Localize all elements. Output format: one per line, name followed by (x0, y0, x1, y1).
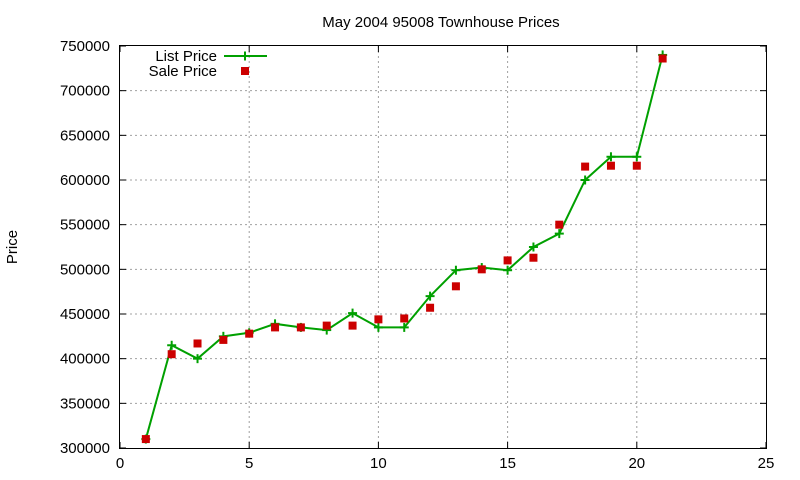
list-price-point (167, 340, 177, 350)
x-axis-ticks: 0 5 10 15 20 25 (116, 46, 775, 472)
sale-price-point (219, 335, 228, 344)
sale-price-point (245, 329, 254, 338)
list-price-point (632, 152, 642, 162)
plot-frame (119, 45, 767, 449)
list-price-point (399, 322, 409, 332)
sale-price-point (374, 315, 383, 324)
sale-price-point (167, 350, 176, 359)
sale-price-point (606, 161, 615, 170)
y-tick-label: 650000 (60, 127, 110, 144)
sale-price-point (348, 321, 357, 330)
legend-label-sale-price: Sale Price (149, 63, 217, 80)
x-tick-label: 25 (758, 455, 775, 472)
sale-price-point (296, 323, 305, 332)
sale-price-point (451, 282, 460, 291)
list-price-point (373, 322, 383, 332)
y-tick-label: 700000 (60, 83, 110, 100)
y-tick-label: 500000 (60, 261, 110, 278)
sale-price-point (581, 162, 590, 171)
legend-label-list-price: List Price (155, 48, 217, 65)
sale-price-point (477, 265, 486, 274)
sale-price-point (529, 253, 538, 262)
x-tick-label: 5 (245, 455, 253, 472)
sale-price-point (632, 161, 641, 170)
x-tick-label: 20 (628, 455, 645, 472)
chart-title: May 2004 95008 Townhouse Prices (322, 14, 559, 31)
legend-swatch-sale-price (241, 67, 249, 75)
y-tick-label: 550000 (60, 217, 110, 234)
list-price-point (425, 291, 435, 301)
list-price-line (144, 54, 664, 440)
y-tick-label: 300000 (60, 440, 110, 457)
y-tick-label: 350000 (60, 395, 110, 412)
list-price-point (606, 152, 616, 162)
sale-price-point (426, 303, 435, 312)
list-price-point (503, 265, 513, 275)
list-price-point (451, 265, 461, 275)
x-tick-label: 0 (116, 455, 124, 472)
grid (120, 46, 766, 448)
list-price-point (580, 175, 590, 185)
list-price-point (348, 308, 358, 318)
y-tick-label: 400000 (60, 351, 110, 368)
y-axis-ticks: 300000 350000 400000 450000 500000 550000 6000… (60, 38, 766, 457)
sale-price-point (322, 321, 331, 330)
sale-price-point (555, 220, 564, 229)
sale-price-point (400, 314, 409, 323)
y-tick-label: 600000 (60, 172, 110, 189)
list-price-point (528, 242, 538, 252)
y-tick-label: 750000 (60, 38, 110, 55)
sale-price-point (658, 54, 667, 63)
list-price-point (193, 354, 203, 364)
sale-price-point (503, 256, 512, 265)
legend-swatch-list-price-marker (240, 51, 250, 61)
y-tick-label: 450000 (60, 306, 110, 323)
plot-area (141, 50, 668, 444)
sale-price-point (193, 339, 202, 348)
sale-price-point (141, 435, 150, 444)
sale-price-point (271, 323, 280, 332)
list-price-point (554, 229, 564, 239)
x-tick-label: 10 (370, 455, 387, 472)
y-axis-label: Price (4, 230, 21, 264)
x-tick-label: 15 (499, 455, 516, 472)
